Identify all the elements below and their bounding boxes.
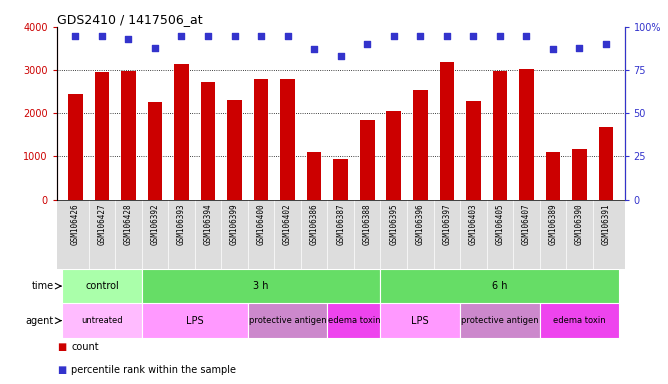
Text: GSM106407: GSM106407 xyxy=(522,203,531,245)
Text: 3 h: 3 h xyxy=(253,281,269,291)
Point xyxy=(123,36,134,42)
Bar xyxy=(142,269,381,303)
Point xyxy=(494,33,505,39)
Bar xyxy=(200,82,215,200)
Text: GSM106428: GSM106428 xyxy=(124,203,133,245)
Point xyxy=(548,46,558,53)
Point xyxy=(442,33,452,39)
Text: protective antigen: protective antigen xyxy=(248,316,327,325)
Text: GSM106396: GSM106396 xyxy=(415,203,425,245)
Text: GSM106426: GSM106426 xyxy=(71,203,80,245)
Point xyxy=(202,33,213,39)
Bar xyxy=(142,303,248,338)
Bar xyxy=(333,159,348,200)
Text: untreated: untreated xyxy=(81,316,123,325)
Bar xyxy=(413,90,428,200)
Bar xyxy=(307,152,321,200)
Bar xyxy=(492,71,507,200)
Point xyxy=(150,45,160,51)
Text: GSM106389: GSM106389 xyxy=(548,203,557,245)
Text: 6 h: 6 h xyxy=(492,281,508,291)
Text: GSM106405: GSM106405 xyxy=(496,203,504,245)
Text: edema toxin: edema toxin xyxy=(327,316,380,325)
Bar xyxy=(62,303,142,338)
Text: GSM106427: GSM106427 xyxy=(98,203,106,245)
Text: GSM106403: GSM106403 xyxy=(469,203,478,245)
Text: ■: ■ xyxy=(57,342,66,352)
Bar xyxy=(381,269,619,303)
Bar xyxy=(381,303,460,338)
Bar xyxy=(248,303,327,338)
Bar xyxy=(95,72,109,200)
Point xyxy=(283,33,293,39)
Text: time: time xyxy=(31,281,53,291)
Bar xyxy=(440,62,454,200)
Point xyxy=(388,33,399,39)
Text: GSM106399: GSM106399 xyxy=(230,203,239,245)
Text: control: control xyxy=(85,281,119,291)
Bar xyxy=(599,127,613,200)
Text: GSM106390: GSM106390 xyxy=(575,203,584,245)
Point xyxy=(601,41,611,47)
Point xyxy=(574,45,584,51)
Text: GSM106393: GSM106393 xyxy=(177,203,186,245)
Bar xyxy=(327,303,381,338)
Bar xyxy=(121,71,136,200)
Point xyxy=(415,33,426,39)
Bar xyxy=(174,64,189,200)
Bar xyxy=(148,103,162,200)
Point xyxy=(335,53,346,59)
Point xyxy=(176,33,187,39)
Text: LPS: LPS xyxy=(411,316,429,326)
Point xyxy=(97,33,108,39)
Bar xyxy=(227,100,242,200)
Point xyxy=(229,33,240,39)
Bar xyxy=(62,269,142,303)
Text: agent: agent xyxy=(25,316,53,326)
Point xyxy=(256,33,267,39)
Bar xyxy=(572,149,587,200)
Bar xyxy=(281,79,295,200)
Text: GSM106394: GSM106394 xyxy=(204,203,212,245)
Text: percentile rank within the sample: percentile rank within the sample xyxy=(71,365,236,375)
Text: protective antigen: protective antigen xyxy=(461,316,538,325)
Text: GDS2410 / 1417506_at: GDS2410 / 1417506_at xyxy=(57,13,202,26)
Bar xyxy=(540,303,619,338)
Point xyxy=(309,46,319,53)
Bar xyxy=(460,303,540,338)
Text: GSM106392: GSM106392 xyxy=(150,203,160,245)
Bar xyxy=(387,111,401,200)
Text: LPS: LPS xyxy=(186,316,204,326)
Text: GSM106402: GSM106402 xyxy=(283,203,292,245)
Bar xyxy=(68,94,83,200)
Point xyxy=(468,33,479,39)
Text: edema toxin: edema toxin xyxy=(553,316,606,325)
Text: count: count xyxy=(71,342,99,352)
Bar xyxy=(519,69,534,200)
Point xyxy=(521,33,532,39)
Text: GSM106397: GSM106397 xyxy=(442,203,452,245)
Point xyxy=(70,33,81,39)
Text: GSM106387: GSM106387 xyxy=(336,203,345,245)
Text: GSM106391: GSM106391 xyxy=(601,203,611,245)
Bar xyxy=(466,101,481,200)
Text: GSM106400: GSM106400 xyxy=(257,203,266,245)
Bar xyxy=(254,79,269,200)
Point xyxy=(362,41,373,47)
Bar xyxy=(546,152,560,200)
Text: GSM106386: GSM106386 xyxy=(310,203,319,245)
Text: ■: ■ xyxy=(57,365,66,375)
Text: GSM106395: GSM106395 xyxy=(389,203,398,245)
Text: GSM106388: GSM106388 xyxy=(363,203,371,245)
Bar xyxy=(360,120,375,200)
